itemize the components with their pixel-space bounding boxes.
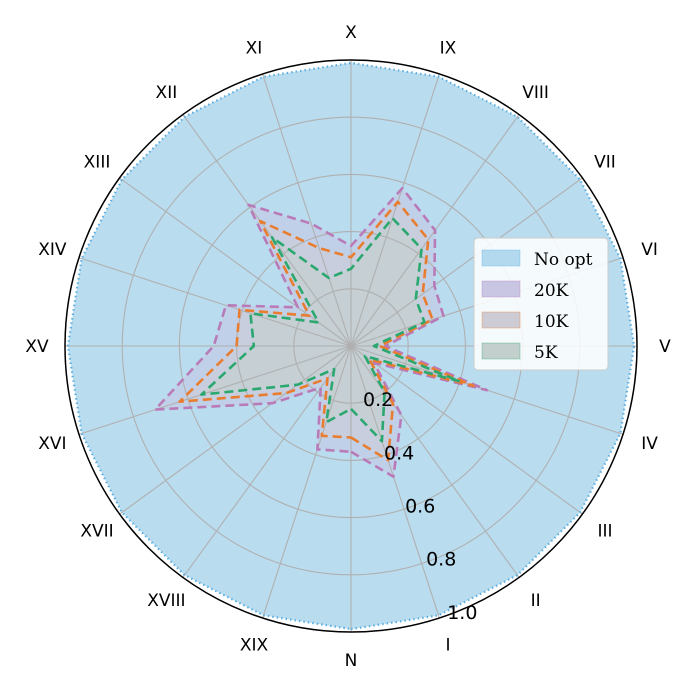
- category-label: IX: [440, 38, 457, 58]
- legend-swatch: [481, 280, 521, 298]
- legend-label: 5K: [534, 343, 558, 363]
- category-label: II: [531, 591, 541, 611]
- legend-swatch: [481, 249, 521, 267]
- category-label: VIII: [522, 83, 549, 103]
- grid-spoke: [262, 345, 352, 619]
- category-label: XVIII: [147, 591, 185, 611]
- polar-outer-frame: [64, 59, 638, 633]
- grid-spoke: [182, 345, 352, 578]
- category-label: XIII: [84, 152, 111, 172]
- grid-spoke: [350, 345, 583, 515]
- grid-spoke: [350, 73, 440, 347]
- category-label: XI: [246, 38, 263, 58]
- radial-tick-label: 0.4: [384, 442, 414, 464]
- legend-label: 10K: [534, 312, 569, 332]
- category-label: X: [345, 23, 357, 43]
- category-label: XII: [156, 83, 178, 103]
- category-labels: NIIIIIIIVVVIVIIVIIIIXXXIXIIXIIIXIVXVXVIX…: [25, 23, 671, 671]
- category-label: XVI: [38, 434, 66, 454]
- category-label: XIX: [240, 636, 269, 656]
- radial-tick-label: 0.2: [363, 389, 393, 411]
- radial-tick-label: 0.8: [426, 549, 456, 571]
- grid-spoke: [78, 345, 352, 435]
- radial-tick-label: 1.0: [447, 602, 477, 624]
- category-label: XIV: [38, 240, 67, 260]
- radial-tick-label: 0.6: [405, 496, 435, 518]
- category-label: XVII: [80, 522, 113, 542]
- category-label: VII: [594, 152, 616, 172]
- legend-box: [473, 237, 609, 371]
- polar-frame: [64, 59, 638, 633]
- category-label: I: [445, 636, 450, 656]
- legend: No opt 20K 10K 5K: [473, 237, 609, 371]
- category-label: XV: [25, 337, 49, 357]
- series-line-no-opt: [66, 61, 636, 631]
- category-label: III: [597, 522, 612, 542]
- legend-swatch: [481, 311, 521, 329]
- grid-spoke: [182, 114, 352, 347]
- grid-spoke: [119, 177, 352, 347]
- legend-swatch: [481, 342, 521, 360]
- series-line-10k: [178, 200, 475, 462]
- series-line-20k: [153, 186, 489, 478]
- category-label: N: [345, 651, 358, 671]
- series-line-5k: [200, 216, 462, 443]
- legend-label: No opt: [534, 250, 593, 270]
- series-lines: [66, 61, 636, 631]
- radial-tick-labels: 0.2 0.4 0.6 0.8 1.0: [363, 389, 477, 624]
- category-label: V: [659, 337, 671, 357]
- grid-spoke: [262, 73, 352, 347]
- grid-spoke: [78, 257, 352, 347]
- grid-spoke: [350, 345, 440, 619]
- category-label: IV: [641, 434, 658, 454]
- series-area-5k: [201, 218, 460, 442]
- grid-spoke: [350, 177, 583, 347]
- category-label: VI: [641, 240, 658, 260]
- legend-label: 20K: [534, 281, 569, 301]
- grid-spoke: [119, 345, 352, 515]
